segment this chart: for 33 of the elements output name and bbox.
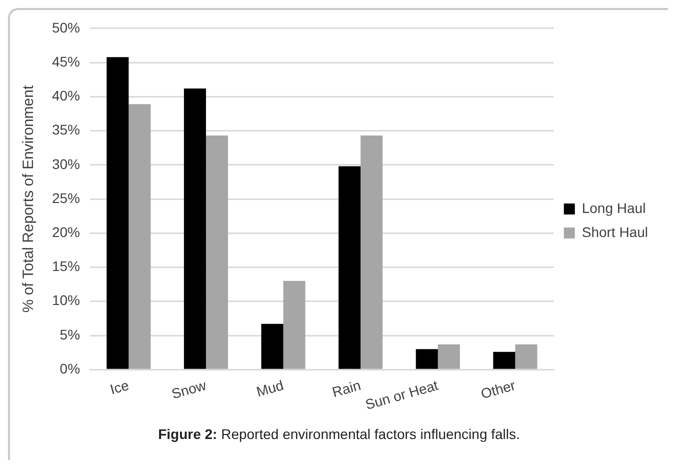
bar bbox=[106, 57, 129, 369]
bar bbox=[283, 280, 306, 369]
bar bbox=[360, 136, 383, 369]
x-tick-label: Sun or Heat bbox=[363, 376, 440, 413]
bar bbox=[261, 324, 284, 369]
x-tick-label: Mud bbox=[254, 376, 286, 400]
bar bbox=[338, 166, 361, 369]
y-tick-label: 20% bbox=[52, 224, 80, 240]
bar bbox=[206, 136, 228, 369]
legend-label: Long Haul bbox=[582, 200, 646, 216]
x-tick-label: Rain bbox=[330, 376, 362, 400]
legend-label: Short Haul bbox=[582, 224, 648, 240]
y-axis-title: % of Total Reports of Environment bbox=[20, 84, 38, 313]
bar bbox=[515, 344, 538, 369]
y-tick-label: 35% bbox=[52, 122, 80, 138]
x-tick-label: Snow bbox=[170, 376, 209, 402]
bar bbox=[128, 104, 151, 369]
caption: Figure 2: Reported environmental factors influencing falls. bbox=[157, 426, 521, 442]
y-tick-label: 40% bbox=[52, 88, 80, 104]
y-tick-label: 5% bbox=[60, 326, 80, 342]
y-tick-label: 10% bbox=[52, 292, 80, 308]
bar bbox=[493, 352, 516, 369]
y-tick-label: 45% bbox=[52, 53, 80, 70]
x-tick-label: Ice bbox=[108, 376, 131, 398]
bar bbox=[416, 349, 438, 369]
y-tick-label: 25% bbox=[52, 190, 80, 206]
bar bbox=[184, 88, 206, 369]
y-tick-label: 0% bbox=[60, 360, 80, 376]
y-tick-label: 30% bbox=[52, 156, 80, 172]
x-tick-label: Other bbox=[479, 376, 518, 402]
y-tick-label: 15% bbox=[52, 258, 80, 274]
bar bbox=[438, 344, 460, 369]
y-tick-label: 50% bbox=[52, 19, 80, 36]
